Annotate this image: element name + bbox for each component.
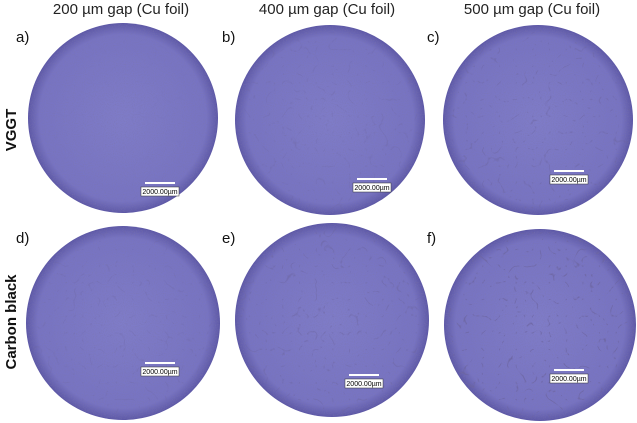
- column-header: 400 µm gap (Cu foil): [259, 1, 395, 18]
- panel-label: e): [222, 230, 235, 247]
- surface-cracks: [445, 27, 631, 213]
- surface-cracks: [237, 27, 423, 213]
- micrograph: [235, 223, 429, 417]
- scale-bar-label: 2000.00µm: [142, 369, 177, 376]
- surface-cracks: [30, 25, 216, 211]
- column-header: 200 µm gap (Cu foil): [53, 1, 189, 18]
- row-label: Carbon black: [3, 274, 20, 370]
- scale-bar-label: 2000.00µm: [354, 185, 389, 192]
- micrograph: [444, 229, 636, 421]
- micrograph: [28, 23, 218, 213]
- panel-label: b): [222, 29, 235, 46]
- surface-cracks: [28, 228, 218, 418]
- panel-label: d): [16, 230, 29, 247]
- scale-bar-box: [549, 373, 589, 384]
- scale-bar-label: 2000.00µm: [551, 177, 586, 184]
- micrograph: [235, 25, 425, 215]
- scale-bar-box: [140, 366, 180, 377]
- panel-label: f): [427, 230, 436, 247]
- scale-bar-label: 2000.00µm: [551, 376, 586, 383]
- scale-bar-box: [344, 378, 384, 389]
- scale-bar-label: 2000.00µm: [346, 381, 381, 388]
- column-header: 500 µm gap (Cu foil): [464, 1, 600, 18]
- panel-label: c): [427, 29, 440, 46]
- scale-bar-box: [549, 174, 589, 185]
- panel-label: a): [16, 29, 29, 46]
- micrograph: [26, 226, 220, 420]
- row-label: VGGT: [3, 109, 20, 152]
- micrograph: [443, 25, 633, 215]
- surface-cracks: [237, 225, 427, 415]
- surface-cracks: [446, 231, 634, 419]
- scale-bar-box: [352, 182, 392, 193]
- scale-bar-label: 2000.00µm: [142, 189, 177, 196]
- scale-bar-box: [140, 186, 180, 197]
